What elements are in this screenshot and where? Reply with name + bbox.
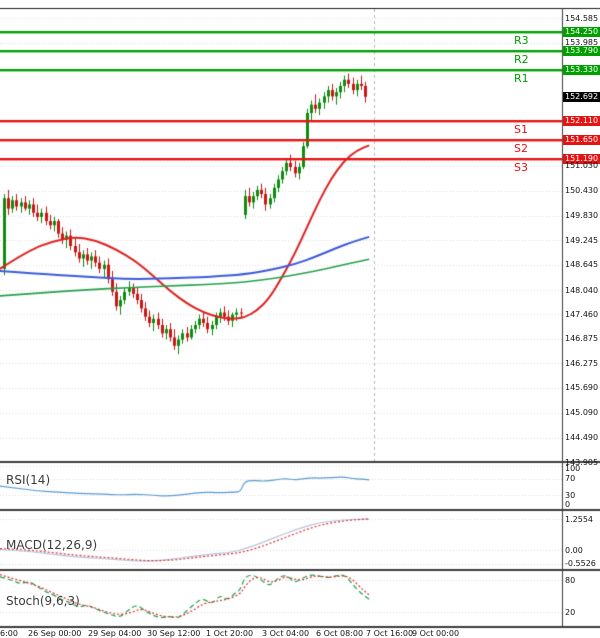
resistance-price-badge: 154.250 [563,26,600,37]
time-axis-label: 6 Oct 08:00 [316,629,364,638]
time-axis-label: 7 Oct 16:00 [366,629,414,638]
price-tick: 149.830 [565,211,599,221]
time-axis-label: 30 Sep 12:00 [147,629,201,638]
indicator-level-label: 20 [565,607,576,617]
support-price-badge: 151.650 [563,135,600,146]
time-axis-label: 9 Oct 00:00 [412,629,460,638]
indicator-level-label: 30 [565,490,576,500]
price-tick: 149.245 [565,235,599,245]
price-tick: 144.490 [565,433,599,443]
price-tick: 146.275 [565,358,599,368]
price-tick: 145.090 [565,408,599,418]
pivot-label-r1: R1 [514,72,529,86]
support-price-badge: 152.110 [563,115,600,126]
last-price-badge: 152.692 [563,91,600,102]
indicator-level-label: 0.00 [565,545,583,555]
price-tick: 148.645 [565,260,599,270]
resistance-price-badge: 153.330 [563,65,600,76]
support-price-badge: 151.190 [563,154,600,165]
macd-panel-title: MACD(12,26,9) [6,538,98,552]
time-axis-label: 1 Oct 20:00 [206,629,254,638]
indicator-level-label: 1.2554 [565,514,593,524]
indicator-level-label: 80 [565,575,576,585]
pivot-label-s1: S1 [514,122,528,136]
stoch-panel-title: Stoch(9,6,3) [6,594,80,608]
price-tick: 151.030 [565,161,599,171]
price-tick: 150.430 [565,186,599,196]
price-tick: 154.585 [565,13,599,23]
price-tick: 148.040 [565,285,599,295]
price-tick: 147.460 [565,309,599,319]
indicator-level-label: 70 [565,474,576,484]
pivot-label-s2: S2 [514,142,528,156]
pivot-label-r2: R2 [514,53,529,67]
time-axis-label: 3 Oct 04:00 [262,629,310,638]
time-axis-label: 26 Sep 00:00 [28,629,82,638]
time-axis-label: 29 Sep 04:00 [88,629,142,638]
price-tick: 143.905 [565,457,599,467]
indicator-level-label: 100 [565,464,581,473]
price-tick: 153.985 [565,38,599,48]
time-axis-label: 6:00 [0,629,18,638]
indicator-level-label: -0.5526 [565,559,596,569]
price-tick: 145.690 [565,383,599,393]
price-tick: 146.875 [565,334,599,344]
rsi-panel-title: RSI(14) [6,473,51,487]
resistance-price-badge: 153.790 [563,46,600,57]
pivot-label-r3: R3 [514,33,529,47]
pivot-label-s3: S3 [514,161,528,175]
indicator-level-label: 0 [565,500,571,509]
